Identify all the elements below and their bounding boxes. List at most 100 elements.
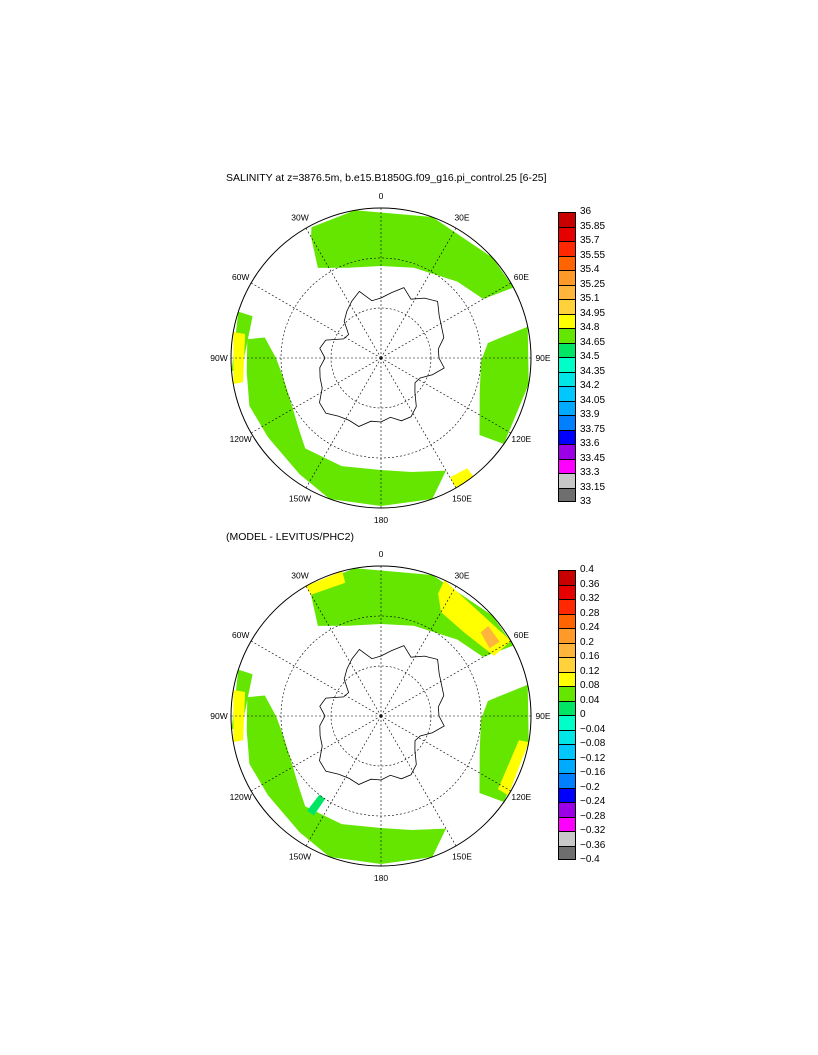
colorbar-swatch — [558, 729, 576, 744]
meridian-line — [250, 282, 382, 359]
colorbar-swatch — [558, 686, 576, 701]
colorbar-swatch — [558, 744, 576, 759]
green-region — [479, 326, 529, 444]
green-region — [311, 568, 514, 657]
colorbar-tick-label: 34.5 — [580, 351, 600, 362]
colorbar-tick-label: 0 — [580, 709, 586, 720]
colorbar-swatch — [558, 284, 576, 299]
longitude-label: 0 — [379, 549, 384, 559]
longitude-label: 150E — [452, 493, 472, 503]
colorbar-swatch — [558, 584, 576, 599]
salinity-polar-map: 0 30E 60E 90E 120E 150E 180 150W 120W 90W 60W 30W — [210, 191, 551, 525]
meridian-line — [380, 715, 457, 847]
longitude-label: 150W — [289, 493, 311, 503]
meridian-line — [305, 715, 382, 847]
seagreen-region — [307, 794, 326, 816]
colorbar-tick-label: 36 — [580, 206, 592, 217]
graticule — [231, 566, 531, 866]
colorbar-tick-label: 0.32 — [580, 593, 600, 604]
colorbar-swatch — [558, 328, 576, 343]
colorbar-tick-label: 0.12 — [580, 665, 600, 677]
field-regions — [231, 210, 529, 506]
colorbar-tick-label: −0.04 — [580, 723, 606, 735]
map-boundary — [230, 207, 532, 509]
meridian-line — [250, 715, 382, 792]
colorbar-swatch — [558, 487, 576, 502]
colorbar-swatch — [558, 802, 576, 817]
colorbar-tick-label: 35.85 — [580, 220, 606, 232]
colorbar-tick-label: 33.9 — [580, 409, 600, 420]
colorbar-swatch — [558, 671, 576, 686]
colorbar-swatch — [558, 657, 576, 672]
meridian-line — [380, 357, 457, 489]
meridian-line — [250, 357, 382, 434]
colorbar-tick-label: 0.4 — [580, 564, 594, 575]
colorbar-tick-label: 35.4 — [580, 264, 600, 275]
longitude-label: 120W — [230, 792, 252, 802]
graticule — [231, 208, 531, 508]
colorbar-swatch — [558, 226, 576, 241]
longitude-label: 150W — [289, 851, 311, 861]
green-region — [246, 337, 446, 506]
green-region — [246, 695, 446, 864]
colorbar-tick-label: 35.7 — [580, 235, 600, 246]
meridian-line — [250, 640, 382, 717]
panel2-title: (MODEL - LEVITUS/PHC2) — [226, 531, 354, 543]
longitude-label: 120E — [511, 434, 531, 444]
green-region — [479, 684, 529, 802]
colorbar-swatch — [558, 845, 576, 860]
meridian-line — [380, 640, 512, 717]
meridian-line — [305, 357, 382, 489]
meridian-line — [305, 585, 382, 717]
colorbar-swatch — [558, 831, 576, 846]
colorbar-tick-label: −0.4 — [580, 854, 600, 865]
colorbar-tick-label: 0.2 — [580, 636, 594, 648]
longitude-label: 30W — [291, 571, 308, 581]
colorbar-swatch — [558, 400, 576, 415]
colorbar-tick-label: 35.1 — [580, 293, 600, 304]
difference-polar-map: 0 30E 60E 90E 120E 150E 180 150W 120W 90W 60W 30W — [210, 549, 551, 883]
longitude-label: 60W — [232, 272, 249, 282]
meridian-line — [380, 585, 457, 717]
colorbar-tick-label: 35.55 — [580, 249, 606, 261]
map-boundary — [230, 565, 532, 867]
colorbar-swatch — [558, 299, 576, 314]
colorbar-swatch — [558, 241, 576, 256]
colorbar-swatch — [558, 773, 576, 788]
colorbar-swatch — [558, 357, 576, 372]
longitude-label: 120E — [511, 792, 531, 802]
colorbar-swatch — [558, 415, 576, 430]
longitude-label: 180 — [374, 515, 388, 525]
colorbar-swatch — [558, 212, 576, 227]
longitude-label: 90W — [210, 353, 227, 363]
colorbar-tick-label: 0.36 — [580, 578, 600, 590]
colorbar-tick-label: 0.04 — [580, 694, 600, 706]
field-regions — [231, 568, 529, 864]
colorbar-tick-label: 34.65 — [580, 336, 606, 348]
colorbar-tick-label: 0.08 — [580, 680, 600, 691]
colorbar-tick-label: 0.28 — [580, 607, 600, 619]
longitude-label: 30E — [454, 213, 469, 223]
colorbar-tick-label: 33.3 — [580, 467, 600, 478]
colorbar-swatch — [558, 715, 576, 730]
colorbar-tick-label: 33.15 — [580, 481, 606, 493]
longitude-label: 90W — [210, 711, 227, 721]
colorbar-tick-label: 33.6 — [580, 438, 600, 449]
longitude-label: 90E — [535, 353, 550, 363]
colorbar-tick-label: −0.28 — [580, 810, 606, 822]
colorbar-tick-label: 0.24 — [580, 622, 600, 633]
colorbar-tick-label: 34.95 — [580, 307, 606, 319]
colorbar-swatch — [558, 758, 576, 773]
colorbar-tick-label: −0.2 — [580, 781, 600, 793]
colorbar-tick-label: 34.2 — [580, 380, 600, 391]
yellow-region — [450, 468, 474, 488]
longitude-label: 30E — [454, 571, 469, 581]
colorbar-swatch — [558, 255, 576, 270]
colorbar-swatch — [558, 444, 576, 459]
longitude-label: 90E — [535, 711, 550, 721]
colorbar-swatch — [558, 429, 576, 444]
longitude-label: 60E — [514, 272, 529, 282]
longitude-label: 60E — [514, 630, 529, 640]
longitude-label: 60W — [232, 630, 249, 640]
longitude-label: 180 — [374, 873, 388, 883]
